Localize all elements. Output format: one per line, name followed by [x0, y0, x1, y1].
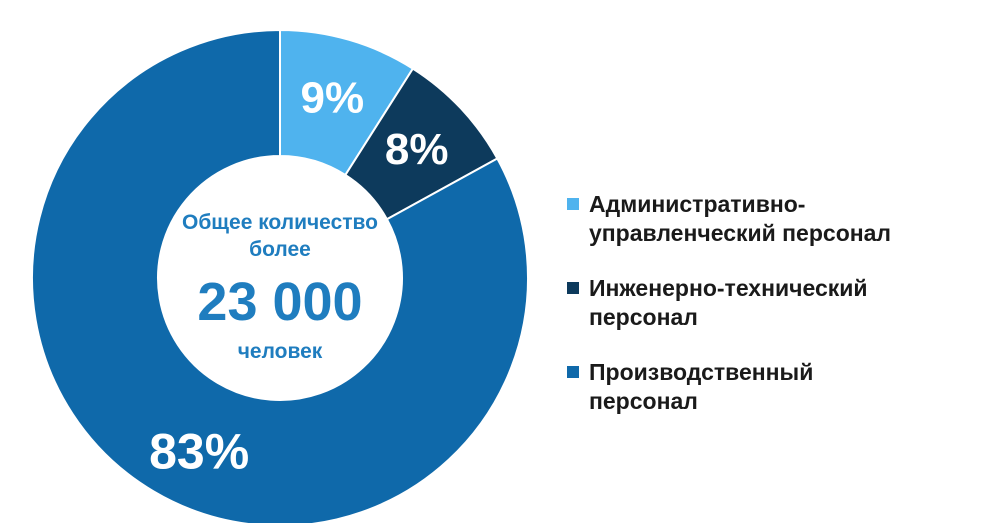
legend-label-admin: Административно- управленческий персонал	[589, 191, 892, 246]
center-label-people: человек	[237, 340, 323, 363]
slice-label-admin: 9%	[301, 73, 365, 122]
legend-swatch-admin	[567, 198, 579, 210]
legend-item-engineering: Инженерно-технический персонал	[567, 274, 987, 332]
legend-swatch-production	[567, 366, 579, 378]
legend-label-engineering: Инженерно-технический персонал	[589, 275, 868, 330]
legend: Административно- управленческий персонал…	[567, 190, 987, 442]
slice-production	[31, 28, 529, 523]
slice-label-engineering: 8%	[385, 125, 449, 174]
center-label-more: более	[249, 238, 311, 261]
legend-item-production: Производственный персонал	[567, 358, 987, 416]
slice-label-production: 83%	[149, 423, 249, 479]
legend-label-production: Производственный персонал	[589, 359, 814, 414]
legend-swatch-engineering	[567, 282, 579, 294]
legend-item-admin: Административно- управленческий персонал	[567, 190, 987, 248]
center-total-value: 23 000	[197, 272, 363, 332]
center-label-total: Общее количество	[181, 211, 379, 234]
